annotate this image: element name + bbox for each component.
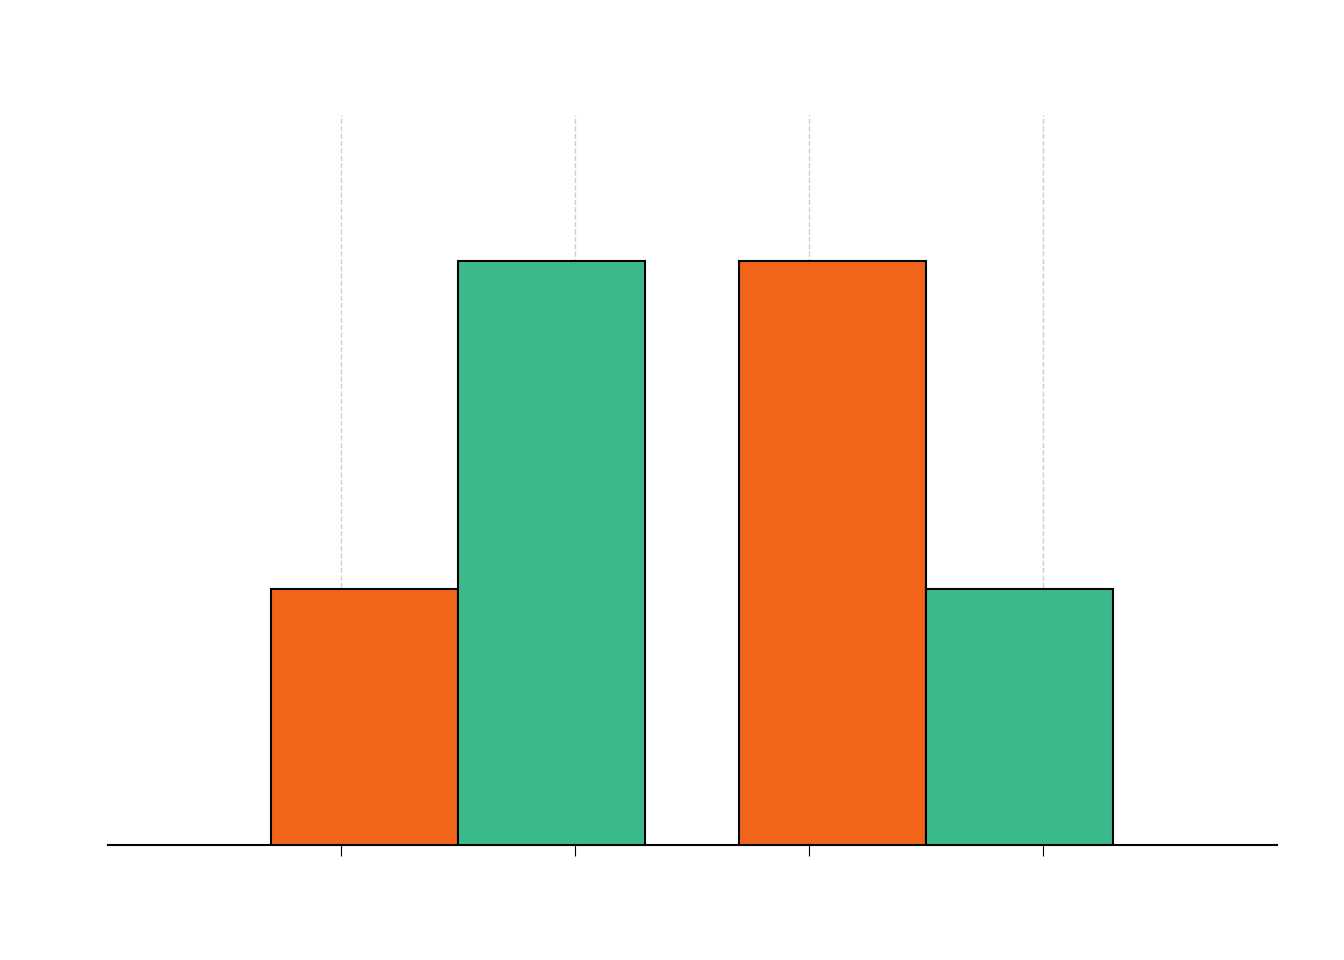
Bar — [458, 261, 645, 845]
Bar — [271, 589, 458, 845]
Bar — [739, 261, 926, 845]
Bar — [926, 589, 1113, 845]
